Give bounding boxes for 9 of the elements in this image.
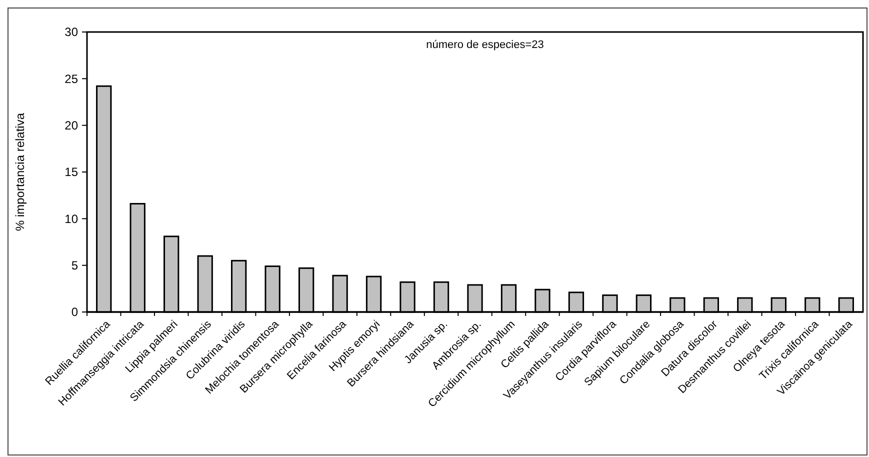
annotation: número de especies=23 — [426, 39, 544, 51]
y-tick-label: 30 — [64, 25, 78, 40]
y-tick-label: 20 — [64, 118, 78, 133]
y-tick-label: 5 — [71, 258, 78, 273]
y-tick-label: 15 — [64, 165, 78, 180]
y-axis-title: % importancia relativa — [13, 112, 27, 232]
y-tick-label: 25 — [64, 72, 78, 86]
y-tick-label: 10 — [64, 212, 78, 226]
y-tick-label: 0 — [71, 305, 78, 320]
